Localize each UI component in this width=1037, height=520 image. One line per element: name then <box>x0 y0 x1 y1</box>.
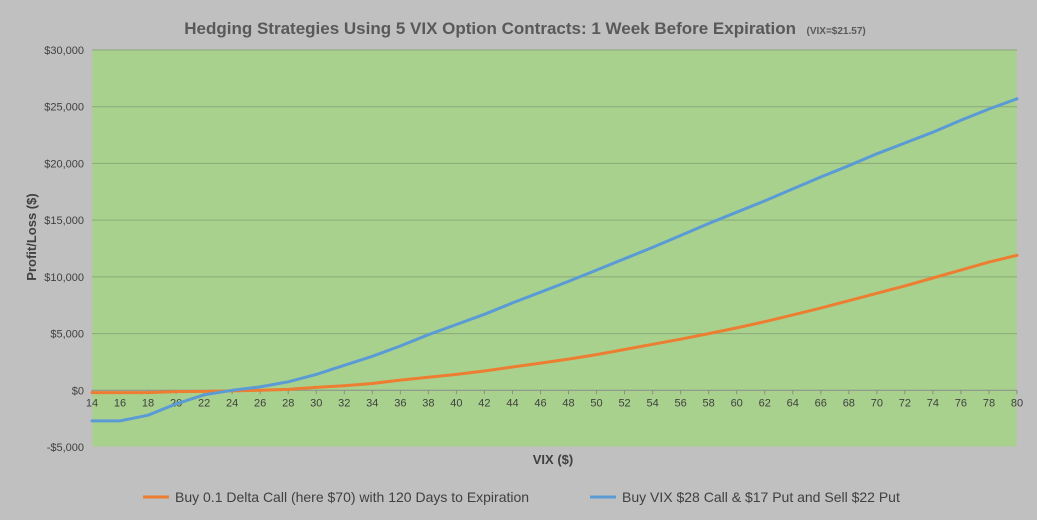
y-tick-label: -$5,000 <box>47 442 84 454</box>
x-tick-label: 72 <box>899 397 911 409</box>
series-line-2 <box>90 97 1019 423</box>
x-tick-label: 56 <box>675 397 687 409</box>
legend: Buy 0.1 Delta Call (here $70) with 120 D… <box>143 489 900 505</box>
x-tick-label: 44 <box>506 397 518 409</box>
x-tick-label: 40 <box>450 397 462 409</box>
x-tick-label: 32 <box>338 397 350 409</box>
plot-area <box>91 49 1018 448</box>
x-tick-label: 50 <box>590 397 602 409</box>
x-tick-label: 64 <box>787 397 799 409</box>
x-tick-label: 48 <box>562 397 574 409</box>
x-tick-label: 42 <box>478 397 490 409</box>
x-tick-label: 24 <box>226 397 238 409</box>
x-tick-label: 14 <box>86 397 98 409</box>
x-tick-label: 70 <box>871 397 883 409</box>
x-tick-label: 78 <box>983 397 995 409</box>
y-tick-label: $25,000 <box>44 102 84 114</box>
x-tick-label: 76 <box>955 397 967 409</box>
x-tick-label: 38 <box>422 397 434 409</box>
y-axis-ticks: -$5,000 $0 $5,000 $10,000 $15,000 $20,000 $25,… <box>44 45 84 454</box>
y-tick-label: $15,000 <box>44 215 84 227</box>
x-tick-label: 54 <box>646 397 658 409</box>
x-tick-label: 46 <box>534 397 546 409</box>
x-tick-label: 16 <box>114 397 126 409</box>
x-tick-label: 52 <box>618 397 630 409</box>
chart-title: Hedging Strategies Using 5 VIX Option Co… <box>184 19 865 38</box>
chart-title-text: Hedging Strategies Using 5 VIX Option Co… <box>184 19 796 38</box>
y-tick-label: $20,000 <box>44 158 84 170</box>
chart-subtitle: (VIX=$21.57) <box>807 26 866 37</box>
series-layer <box>90 97 1019 423</box>
x-tick-label: 30 <box>310 397 322 409</box>
y-tick-label: $0 <box>72 385 84 397</box>
legend-label: Buy VIX $28 Call & $17 Put and Sell $22 … <box>622 489 900 505</box>
x-tick-label: 18 <box>142 397 154 409</box>
x-axis-label: VIX ($) <box>533 452 573 467</box>
y-tick-label: $5,000 <box>50 329 84 341</box>
x-tick-label: 60 <box>731 397 743 409</box>
x-tick-label: 36 <box>394 397 406 409</box>
x-tick-label: 62 <box>759 397 771 409</box>
x-tick-label: 74 <box>927 397 939 409</box>
series-line-1 <box>90 253 1019 395</box>
x-axis-ticks: 14 16 18 20 22 24 26 28 30 32 34 36 38 40 42 44 46 48 50 52… <box>86 390 1023 409</box>
x-tick-label: 22 <box>198 397 210 409</box>
x-tick-label: 68 <box>843 397 855 409</box>
x-tick-label: 28 <box>282 397 294 409</box>
grid-lines <box>92 49 1017 391</box>
x-tick-label: 34 <box>366 397 378 409</box>
x-tick-label: 58 <box>703 397 715 409</box>
x-tick-label: 66 <box>815 397 827 409</box>
legend-label: Buy 0.1 Delta Call (here $70) with 120 D… <box>175 489 529 505</box>
x-tick-label: 26 <box>254 397 266 409</box>
y-tick-label: $30,000 <box>44 45 84 57</box>
y-axis-label: Profit/Loss ($) <box>24 193 39 280</box>
x-tick-label: 80 <box>1011 397 1023 409</box>
y-tick-label: $10,000 <box>44 272 84 284</box>
